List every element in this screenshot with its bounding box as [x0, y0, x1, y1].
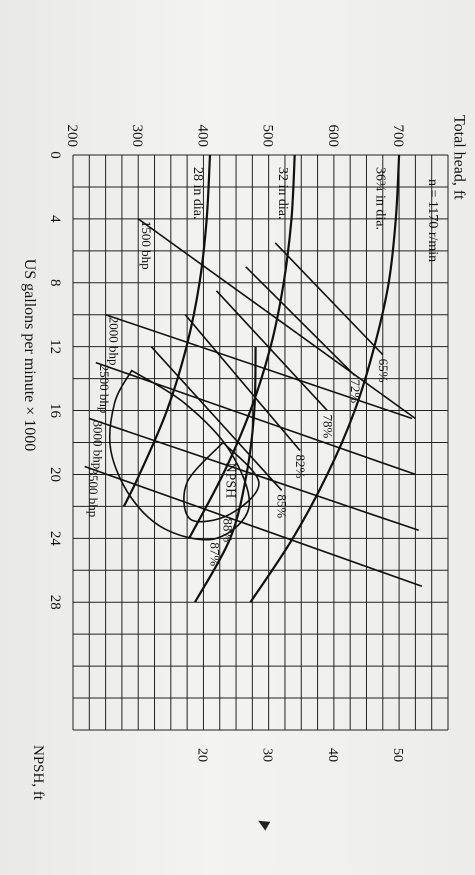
y-tick-label: 500: [260, 125, 276, 148]
efficiency-island-label: 87%: [207, 542, 222, 566]
y2-tick-label: 30: [260, 748, 275, 762]
efficiency-line: [215, 290, 328, 412]
grid: [72, 154, 449, 731]
npsh-curve-line: [194, 346, 257, 603]
y-tick-label: 600: [325, 125, 341, 148]
power-line: [105, 313, 413, 420]
x-tick-label: 12: [47, 339, 63, 354]
x-tick-label: 20: [47, 467, 63, 482]
power-label: 3500 bhp: [86, 468, 101, 517]
plot-area: 36¾ in dia. 32 in dia. 28 in dia. 65% 72% 78%…: [21, 115, 468, 801]
x-tick-label: 0: [47, 151, 63, 159]
power-label: 3000 bhp: [90, 421, 105, 470]
y-tick-label: 200: [64, 125, 80, 148]
efficiency-label: 78%: [320, 415, 335, 439]
head-curve-line: [249, 154, 401, 603]
head-curve-line: [188, 154, 296, 539]
y-axis-title: Total head, ft: [451, 115, 468, 200]
power-line: [137, 218, 416, 420]
head-curve-label: 32 in dia.: [275, 167, 290, 220]
y-tick-label: 400: [194, 125, 210, 148]
efficiency-line: [150, 346, 283, 491]
efficiency-line: [245, 266, 356, 376]
efficiency-label: 72%: [348, 379, 363, 403]
head-curve-label: 36¾ in dia.: [373, 167, 388, 230]
x-tick-label: 8: [47, 279, 63, 287]
speed-label: n = 1170 r/min: [425, 179, 440, 262]
y2-tick-label: 50: [390, 748, 405, 762]
power-label: 1500 bhp: [139, 221, 154, 270]
efficiency-line: [274, 242, 384, 356]
y2-axis-title: NPSH, ft: [30, 745, 46, 801]
curve-labels: 36¾ in dia. 32 in dia. 28 in dia. 65% 72% 78%…: [86, 167, 391, 566]
efficiency-island-label: 88%: [221, 518, 236, 542]
y2-tick-label: 40: [325, 748, 340, 762]
head-curve-label: 28 in dia.: [190, 167, 205, 220]
efficiency-island: [108, 369, 251, 541]
y2-tick-label: 20: [194, 748, 209, 762]
power-label: 2000 bhp: [107, 317, 122, 366]
x-axis-title: US gallons per minute × 1000: [21, 259, 38, 452]
efficiency-label: 65%: [376, 359, 391, 383]
efficiency-label: 85%: [275, 494, 290, 518]
efficiency-island: [183, 441, 260, 523]
x-tick-label: 24: [47, 531, 63, 547]
x-tick-label: 28: [47, 595, 63, 610]
x-tick-label: 4: [47, 215, 63, 223]
power-label: 2500 bhp: [97, 365, 112, 414]
power-line: [84, 465, 423, 588]
head-curve-line: [122, 154, 212, 507]
npsh-curve-label: NPSH: [222, 462, 237, 498]
power-line: [95, 361, 416, 476]
power-line: [89, 417, 419, 532]
axes-text: 0 4 8 12 16 20 24 28 200 300 400 500 600 700 20 30 40 50 U…: [21, 115, 468, 801]
y-tick-label: 300: [129, 125, 145, 148]
x-tick-label: 16: [47, 403, 63, 419]
efficiency-label: 82%: [293, 454, 308, 478]
y-tick-label: 700: [390, 125, 406, 148]
data-marks: [84, 154, 423, 603]
